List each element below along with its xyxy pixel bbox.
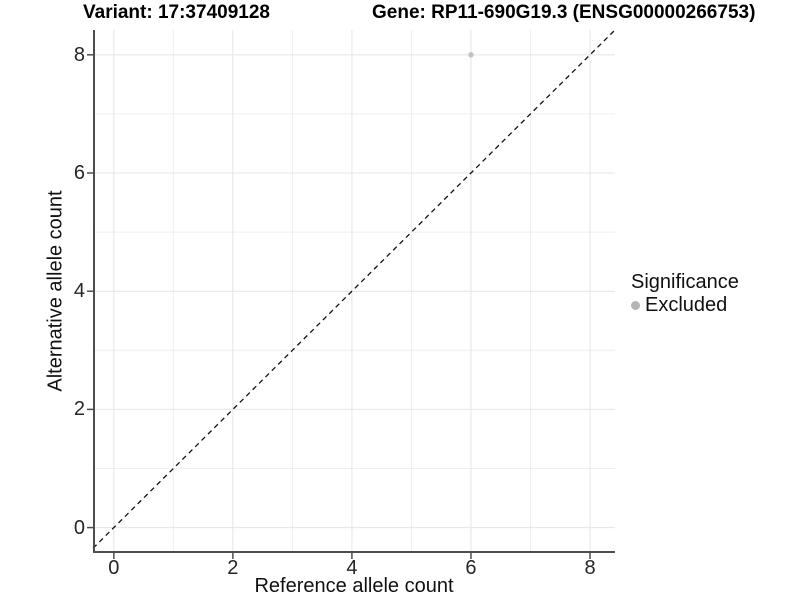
y-tick-label: 6 — [73, 162, 85, 184]
plot-title-gene: Gene: RP11-690G19.3 (ENSG00000266753) — [372, 2, 756, 23]
y-tick-label: 8 — [73, 43, 85, 66]
legend-item-label: Excluded — [645, 294, 728, 316]
x-tick-label: 6 — [465, 557, 477, 579]
y-tick-label: 4 — [73, 280, 85, 303]
identity-dashed-line — [92, 29, 616, 549]
y-tick-label: 2 — [73, 398, 85, 421]
legend-title: Significance — [631, 271, 739, 293]
plot-title-variant: Variant: 17:37409128 — [83, 2, 270, 23]
legend-item-excluded: Excluded — [631, 294, 739, 316]
x-tick-label: 4 — [346, 557, 358, 579]
y-tick-label: 0 — [73, 516, 85, 539]
data-point — [468, 52, 474, 58]
x-tick-label: 8 — [584, 557, 596, 579]
excluded-point-icon — [631, 300, 640, 310]
legend: Significance Excluded — [631, 271, 739, 316]
x-tick-label: 0 — [108, 557, 120, 579]
plot-panel — [87, 29, 616, 559]
x-tick-label: 2 — [227, 557, 239, 579]
chart-canvas — [87, 29, 616, 559]
x-axis-title: Reference allele count — [254, 575, 454, 597]
